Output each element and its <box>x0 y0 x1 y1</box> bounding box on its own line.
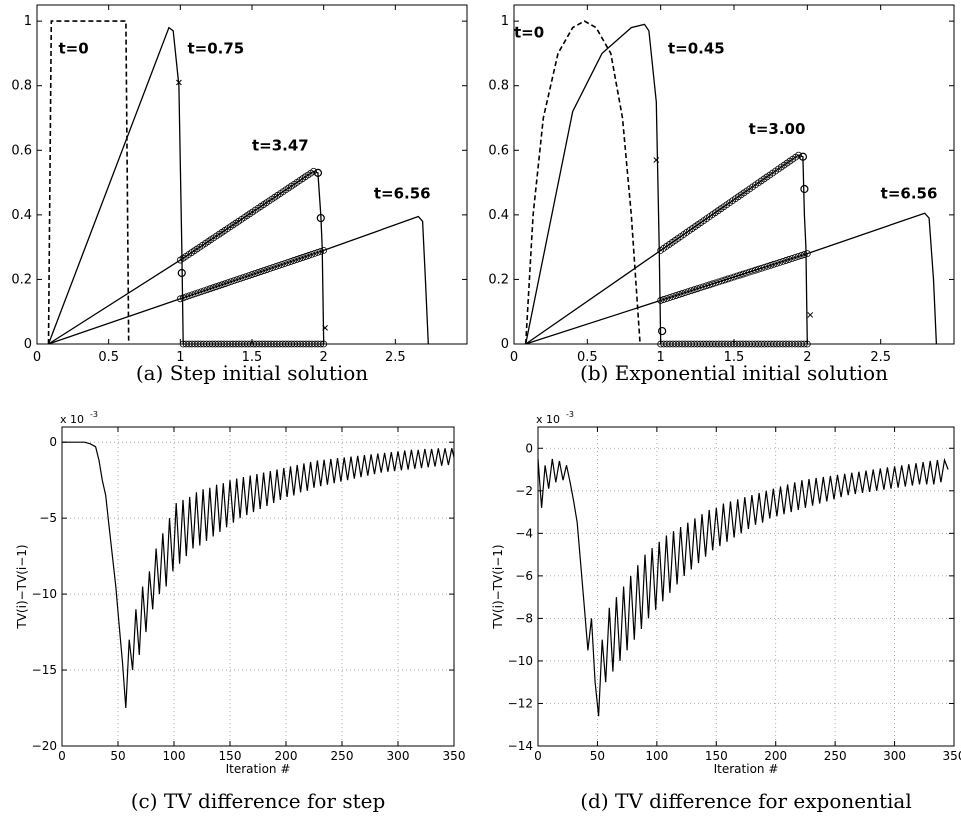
x-axis-label: Iteration # <box>226 762 291 776</box>
y-tick-label: 1 <box>24 14 32 29</box>
y-tick-label: 1 <box>501 14 509 29</box>
axes-frame <box>37 5 467 344</box>
series-line <box>62 442 454 708</box>
curve-annotation: t=6.56 <box>881 185 938 203</box>
axis-exponent: x 10 <box>536 413 560 426</box>
curve-annotation: t=0.45 <box>668 39 725 57</box>
axes-frame <box>538 427 954 746</box>
axis-exponent: x 10 <box>60 413 84 426</box>
panel-d: 0 50 100 150 200 250 300 350 −14 −12 −10 −8 −6 −4 −2 0 I… <box>491 410 961 813</box>
axes-frame <box>514 5 954 344</box>
y-tick-label: 0.2 <box>488 272 509 287</box>
axes-frame <box>62 427 454 746</box>
curve-annotation: t=3.00 <box>749 120 806 138</box>
y-tick-label: −15 <box>32 663 57 677</box>
panel-caption: (c) TV difference for step <box>131 789 386 813</box>
x-tick-label: 250 <box>824 749 847 763</box>
y-tick-label: 0.4 <box>488 208 509 223</box>
y-tick-label: −10 <box>32 587 57 601</box>
curve-annotation: t=0 <box>59 39 89 57</box>
x-tick-label: 300 <box>387 749 410 763</box>
curve-annotation: t=0.75 <box>188 39 245 57</box>
panel-a: 0 0.5 1 1.5 2 2.500.20.40.60.81t=0 t=0.75t=3.4… <box>11 5 467 385</box>
y-tick-label: −5 <box>39 511 57 525</box>
x-tick-label: 350 <box>443 749 466 763</box>
curve-annotation: t=0 <box>514 23 544 41</box>
y-tick-label: 0.4 <box>11 208 32 223</box>
y-tick-label: −2 <box>515 484 533 498</box>
panel-caption: (d) TV difference for exponential <box>580 789 912 813</box>
x-tick-label: 200 <box>275 749 298 763</box>
x-tick-label: 150 <box>705 749 728 763</box>
y-tick-label: 0 <box>49 435 57 449</box>
x-tick-label: 0 <box>33 350 41 365</box>
y-tick-label: 0 <box>525 441 533 455</box>
y-tick-label: 0 <box>501 337 509 352</box>
panel-caption: (a) Step initial solution <box>136 361 368 385</box>
y-tick-label: −20 <box>32 739 57 753</box>
x-tick-label: 200 <box>764 749 787 763</box>
x-tick-label: 100 <box>645 749 668 763</box>
x-axis-label: Iteration # <box>714 762 779 776</box>
x-tick-label: 50 <box>590 749 605 763</box>
x-tick-label: 100 <box>163 749 186 763</box>
series-line-0 <box>49 21 129 344</box>
series-line-0 <box>526 21 640 344</box>
y-tick-label: −10 <box>508 654 533 668</box>
y-axis-label: TV(i)−TV(i−1) <box>15 544 29 629</box>
x-tick-label: 0 <box>58 749 66 763</box>
x-tick-label: 150 <box>219 749 242 763</box>
y-axis-label: TV(i)−TV(i−1) <box>491 544 505 629</box>
curve-annotation: t=3.47 <box>252 136 309 154</box>
x-tick-label: 300 <box>883 749 906 763</box>
axis-exponent-power: -3 <box>566 410 574 419</box>
y-tick-label: 0.6 <box>488 143 509 158</box>
panel-b: 0 0.5 1 1.5 2 2.500.20.40.60.81t=0t=0.45t=3.0… <box>488 5 954 385</box>
series-line-1 <box>526 24 661 344</box>
x-tick-label: 2.5 <box>385 350 406 365</box>
x-tick-label: 350 <box>943 749 961 763</box>
y-tick-label: −8 <box>515 611 533 625</box>
circle-marker <box>659 328 666 335</box>
y-tick-label: 0 <box>24 337 32 352</box>
x-tick-label: 250 <box>331 749 354 763</box>
y-tick-label: −6 <box>515 569 533 583</box>
x-tick-label: 0.5 <box>98 350 119 365</box>
panel-c: 0 50 100 150 200 250 300 350 −20 −15 −10 −5 0 Iterati… <box>15 410 465 813</box>
axis-exponent-power: -3 <box>90 410 98 419</box>
x-tick-label: 50 <box>110 749 125 763</box>
y-tick-label: 0.6 <box>11 143 32 158</box>
x-tick-label: 0 <box>510 350 518 365</box>
y-tick-label: −14 <box>508 739 533 753</box>
y-tick-label: 0.8 <box>11 79 32 94</box>
y-tick-label: 0.8 <box>488 79 509 94</box>
y-tick-label: −12 <box>508 696 533 710</box>
y-tick-label: 0.2 <box>11 272 32 287</box>
cross-marker <box>808 312 813 317</box>
x-tick-label: 0 <box>534 749 542 763</box>
y-tick-label: −4 <box>515 526 533 540</box>
series-line <box>538 459 948 716</box>
panel-caption: (b) Exponential initial solution <box>580 361 888 385</box>
curve-annotation: t=6.56 <box>374 185 431 203</box>
series-line-3 <box>49 217 429 345</box>
